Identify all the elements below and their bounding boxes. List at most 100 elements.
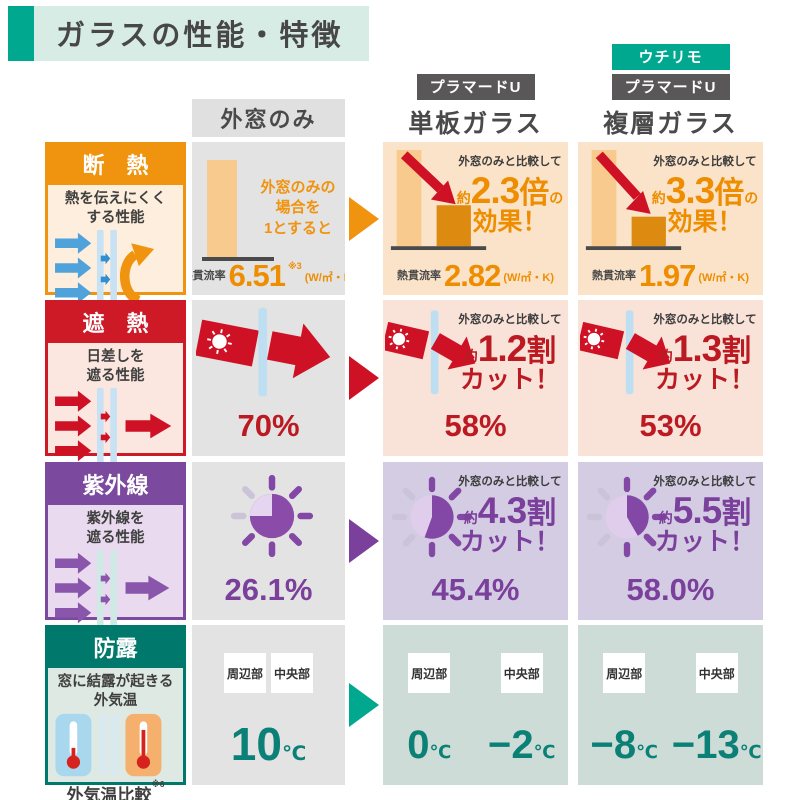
column-header-single-glass: プラマードU 単板ガラス xyxy=(383,74,568,140)
baseline-metric-line: 熱貫流率 6.51 ※3 (W/㎡・K) xyxy=(192,259,345,290)
compare-ratio: 約3.3倍の xyxy=(651,170,759,211)
uv-feature-card: 紫外線 紫外線を 遮る性能 紫外線カット率 ※5 xyxy=(45,462,186,652)
edge-zone-label: 周辺部 xyxy=(224,653,266,693)
sun-pie-icon xyxy=(230,474,314,558)
center-zone-label: 中央部 xyxy=(500,653,543,693)
uv-single-value: 45.4% xyxy=(431,572,520,607)
title-accent-bar xyxy=(8,6,34,61)
compare-effect: カット！ xyxy=(654,366,755,394)
compare-effect: カット！ xyxy=(459,528,560,556)
compare-text: 外窓のみと比較して 約5.5割 カット！ xyxy=(649,473,761,557)
uv-baseline-value: 26.1% xyxy=(224,572,313,607)
row-uv: 紫外線 紫外線を 遮る性能 紫外線カット率 ※5 xyxy=(0,462,800,652)
compare-prefix: 外窓のみと比較して xyxy=(653,476,757,488)
single-metric-line: 熱貫流率 2.82 (W/㎡・K) xyxy=(383,257,568,293)
uv-double-value: 58.0% xyxy=(626,572,715,607)
compare-prefix: 外窓のみと比較して xyxy=(458,476,562,488)
page-title: ガラスの性能・特徴 xyxy=(34,6,370,61)
brand-badge-uchirimo: ウチリモ xyxy=(611,44,730,70)
heat-shield-feature-card: 遮 熱 日差しを 遮る性能 日射熱取得率 ※4 xyxy=(45,300,186,490)
column-header-double-glass: ウチリモ プラマードU 複層ガラス xyxy=(578,44,763,140)
condensation-metric: 外気温比較 ※6 xyxy=(66,778,165,800)
metric-value: 1.97 xyxy=(638,257,696,293)
center-temp: −13℃ xyxy=(671,723,762,767)
metric-label: 熱貫流率 xyxy=(192,270,226,282)
compare-prefix: 外窓のみと比較して xyxy=(458,314,562,326)
compare-ratio: 約2.3倍の xyxy=(456,170,564,211)
compare-text: 外窓のみと比較して 約4.3割 カット！ xyxy=(454,473,566,557)
uv-header: 紫外線 xyxy=(48,465,183,505)
uv-description: 紫外線を 遮る性能 xyxy=(86,511,145,546)
center-zone: 中央部 −13℃ xyxy=(671,625,764,785)
insulation-feature-card: 断 熱 熱を伝えにくく する性能 熱貫流率 ※1 ※2 xyxy=(45,142,186,332)
uv-baseline-cell: 26.1% xyxy=(192,462,345,620)
compare-text: 外窓のみと比較して 約1.3割 カット！ xyxy=(649,311,761,395)
edge-zone-label: 周辺部 xyxy=(603,653,646,693)
single-glass-label: 単板ガラス xyxy=(408,110,543,138)
thermometer-icon xyxy=(54,713,161,776)
row-condensation: 防露 窓に結露が起きる 外気温 外気温比較 ※6 xyxy=(0,625,800,800)
chart-axis xyxy=(202,257,274,261)
edge-temp: −8℃ xyxy=(590,723,658,767)
baseline-bar-chart xyxy=(202,150,280,261)
sun-arrow-icon xyxy=(580,310,671,395)
heat-shield-double-value: 53% xyxy=(639,408,702,443)
heat-shield-baseline-value: 70% xyxy=(237,408,300,443)
baseline-column-label: 外窓のみ xyxy=(220,107,317,132)
compare-ratio: 約4.3割 xyxy=(463,490,557,531)
heat-shield-icon xyxy=(54,387,171,464)
metric-value: 2.82 xyxy=(443,257,501,293)
compare-effect: カット！ xyxy=(459,366,560,394)
brand-badge-plamado2: プラマードU xyxy=(611,74,730,100)
compare-prefix: 外窓のみと比較して xyxy=(653,156,757,168)
compare-ratio: 約1.2割 xyxy=(463,328,557,369)
insulation-icon xyxy=(54,229,154,306)
compare-bar-chart-icon xyxy=(390,150,487,251)
heat-shield-baseline-cell: 70% xyxy=(192,300,345,456)
compare-prefix: 外窓のみと比較して xyxy=(653,314,757,326)
edge-zone: 周辺部 0℃ xyxy=(383,625,476,785)
condensation-description: 窓に結露が起きる 外気温 xyxy=(57,674,174,709)
compare-effect: カット！ xyxy=(654,528,755,556)
compare-text: 外窓のみと比較して 約3.3倍の 効果！ xyxy=(649,153,761,237)
row-heat-shield: 遮 熱 日差しを 遮る性能 日射熱取得率 ※4 xyxy=(0,300,800,490)
uv-icon xyxy=(54,549,169,626)
column-header-baseline: 外窓のみ xyxy=(192,99,345,137)
flow-arrow-icon xyxy=(349,196,379,241)
condensation-metric-label: 外気温比較 xyxy=(66,785,152,800)
insulation-single-cell: 外窓のみと比較して 約2.3倍の 効果！ 熱貫流率 2.82 (W/㎡・K) xyxy=(383,142,568,295)
insulation-header: 断 熱 xyxy=(48,145,183,185)
insulation-description: 熱を伝えにくく する性能 xyxy=(64,191,167,226)
flow-arrow-icon xyxy=(349,356,379,400)
center-temp: −2℃ xyxy=(488,723,556,767)
uv-single-cell: 外窓のみと比較して 約4.3割 カット！ 45.4% xyxy=(383,462,568,620)
compare-ratio: 約5.5割 xyxy=(658,490,752,531)
condensation-single-cell: 周辺部 0℃ 中央部 −2℃ xyxy=(383,625,568,785)
compare-effect: 効果！ xyxy=(667,208,743,236)
compare-effect: 効果！ xyxy=(472,208,548,236)
center-zone-label: 中央部 xyxy=(271,653,313,693)
baseline-bar xyxy=(207,160,237,257)
metric-note: ※3 xyxy=(287,260,302,271)
sun-arrow-icon xyxy=(385,310,476,395)
metric-unit: (W/㎡・K) xyxy=(698,272,750,284)
compare-bar-chart-icon xyxy=(585,150,682,251)
heat-shield-description: 日差しを 遮る性能 xyxy=(86,349,145,384)
condensation-baseline-temp: 10℃ xyxy=(230,718,307,770)
sun-pie-icon xyxy=(391,476,473,558)
insulation-double-cell: 外窓のみと比較して 約3.3倍の 効果！ 熱貫流率 1.97 (W/㎡・K) xyxy=(578,142,763,295)
heat-shield-single-value: 58% xyxy=(444,408,507,443)
metric-unit: (W/㎡・K) xyxy=(304,272,345,284)
sun-pie-icon xyxy=(586,476,668,558)
condensation-baseline-cell: 周辺部 中央部 10℃ xyxy=(192,625,345,785)
uv-double-cell: 外窓のみと比較して 約5.5割 カット！ 58.0% xyxy=(578,462,763,620)
edge-zone-label: 周辺部 xyxy=(408,653,451,693)
double-metric-line: 熱貫流率 1.97 (W/㎡・K) xyxy=(578,257,763,293)
baseline-note: 外窓のみの 場合を 1とすると xyxy=(260,179,336,237)
heat-shield-header: 遮 熱 xyxy=(48,303,183,343)
flow-arrow-icon xyxy=(349,519,379,563)
condensation-metric-note: ※6 xyxy=(151,778,165,789)
insulation-baseline-cell: 外窓のみの 場合を 1とすると 熱貫流率 6.51 ※3 (W/㎡・K) xyxy=(192,142,345,295)
center-zone: 中央部 −2℃ xyxy=(476,625,569,785)
